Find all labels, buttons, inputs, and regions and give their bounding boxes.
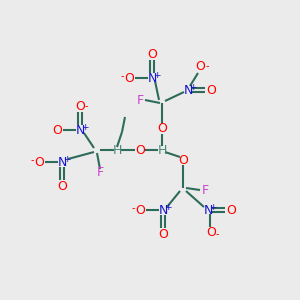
Text: O: O	[75, 100, 85, 112]
Text: O: O	[52, 124, 62, 136]
Text: -: -	[84, 101, 88, 111]
Text: -: -	[205, 61, 209, 71]
Text: +: +	[209, 202, 217, 211]
Text: O: O	[206, 83, 216, 97]
Text: +: +	[153, 70, 161, 80]
Text: N: N	[203, 203, 213, 217]
Text: O: O	[135, 203, 145, 217]
Text: F: F	[136, 94, 144, 106]
Text: O: O	[226, 203, 236, 217]
Text: -: -	[131, 203, 135, 213]
Text: O: O	[178, 154, 188, 166]
Text: N: N	[158, 203, 168, 217]
Text: O: O	[34, 155, 44, 169]
Text: O: O	[157, 122, 167, 136]
Text: F: F	[201, 184, 208, 196]
Text: N: N	[183, 83, 193, 97]
Text: -: -	[120, 71, 124, 81]
Text: F: F	[96, 167, 103, 179]
Text: N: N	[147, 71, 157, 85]
Text: O: O	[147, 47, 157, 61]
Text: O: O	[57, 179, 67, 193]
Text: O: O	[206, 226, 216, 239]
Text: O: O	[158, 227, 168, 241]
Text: +: +	[189, 82, 197, 91]
Text: -: -	[30, 155, 34, 165]
Text: H: H	[157, 143, 167, 157]
Text: O: O	[195, 61, 205, 74]
Text: N: N	[57, 155, 67, 169]
Text: O: O	[124, 71, 134, 85]
Text: -: -	[215, 229, 219, 239]
Text: O: O	[135, 143, 145, 157]
Text: N: N	[75, 124, 85, 136]
Text: H: H	[112, 143, 122, 157]
Text: +: +	[63, 154, 71, 164]
Text: +: +	[164, 202, 172, 211]
Text: +: +	[81, 122, 89, 131]
